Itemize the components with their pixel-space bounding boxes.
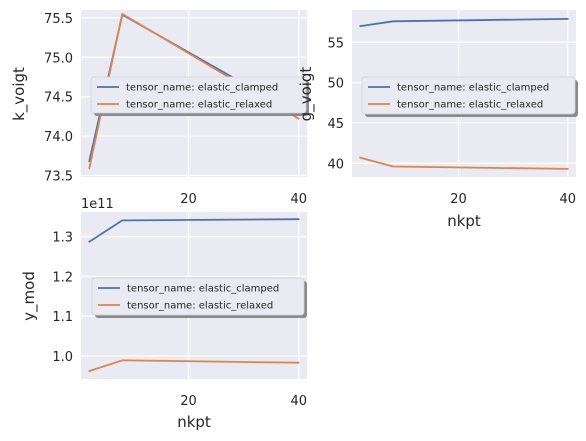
y-tick-label: 1.3: [52, 231, 73, 246]
y-tick-label: 50: [327, 77, 344, 92]
x-tick-label: 40: [560, 192, 577, 207]
legend-box: [91, 277, 305, 316]
legend: tensor_name: elastic_clamped tensor_name:…: [91, 277, 307, 318]
legend-box: [361, 76, 576, 115]
x-tick-label: 20: [450, 192, 467, 207]
x-axis-label: nkpt: [177, 413, 211, 431]
legend: tensor_name: elastic_clamped tensor_name:…: [90, 76, 309, 116]
y-axis-label: y_mod: [20, 271, 39, 321]
y-tick-label: 1.0: [52, 350, 73, 365]
y-tick-label: 74.5: [44, 91, 73, 106]
x-tick-label: 40: [290, 192, 307, 207]
y-tick-label: 1.1: [52, 310, 73, 325]
legend-label: tensor_name: elastic_relaxed: [397, 100, 543, 111]
x-tick-label: 20: [180, 192, 197, 207]
x-tick-label: 20: [180, 394, 197, 409]
series-line-1: [359, 17, 569, 28]
y-tick-label: 1.2: [52, 270, 73, 285]
legend-label: tensor_name: elastic_clamped: [126, 83, 278, 94]
series-line-2: [88, 359, 300, 372]
legend-label: tensor_name: elastic_clamped: [397, 83, 549, 94]
y-tick-label: 55: [327, 36, 344, 51]
series-line-1: [88, 218, 300, 243]
legend-label: tensor_name: elastic_relaxed: [126, 100, 272, 111]
y-tick-label: 73.5: [44, 169, 73, 184]
y-axis-label: g_voigt: [297, 67, 316, 122]
y-axis-label: k_voigt: [10, 67, 29, 121]
series-line-2: [359, 156, 569, 170]
x-tick-label: 40: [290, 394, 307, 409]
subplot-1: 20 40 73.5 74.0 74.5 75.0 75.5 k_voigt tensor_na…: [10, 10, 309, 207]
legend: tensor_name: elastic_clamped tensor_name:…: [361, 76, 578, 117]
y-tick-label: 40: [327, 157, 344, 172]
x-axis-label: nkpt: [447, 212, 481, 230]
y-tick-label: 75.5: [44, 12, 73, 27]
y-tick-label: 74.0: [44, 130, 73, 145]
axis-offset-label: 1e11: [81, 197, 114, 212]
legend-label: tensor_name: elastic_clamped: [127, 284, 279, 295]
y-tick-label: 75.0: [44, 51, 73, 66]
y-tick-label: 45: [327, 117, 344, 132]
legend-label: tensor_name: elastic_relaxed: [127, 301, 273, 312]
legend-box: [90, 76, 307, 114]
